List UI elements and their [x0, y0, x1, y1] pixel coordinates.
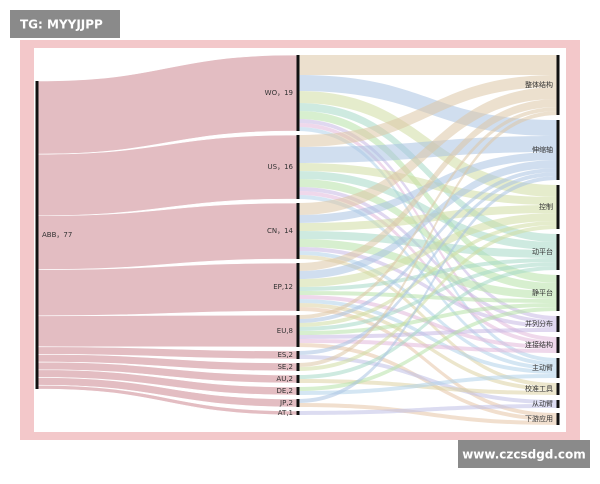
watermark-box	[458, 440, 590, 468]
nodes: ABB，77 WO，19 US，16 CN，14 EP,12 EU,8 ES,2 SE,2 AU…	[35, 55, 560, 425]
flow-link	[298, 87, 558, 215]
watermark-box	[10, 10, 120, 38]
middle-node	[296, 411, 300, 415]
flow-link	[298, 307, 558, 417]
flow-link	[298, 187, 558, 324]
target-label: 整体结构	[525, 80, 553, 89]
flow-link	[298, 103, 558, 242]
source-link	[36, 262, 299, 317]
target-label: 下游应用	[525, 414, 553, 423]
flow-link	[298, 107, 558, 319]
target-node	[556, 316, 560, 332]
middle-node	[296, 375, 300, 383]
source-node	[35, 81, 39, 389]
links	[36, 54, 558, 425]
middle-node	[296, 387, 300, 395]
target-label: 主动臂	[532, 363, 553, 372]
middle-node	[296, 135, 300, 199]
target-label: 伸缩轴	[532, 145, 553, 154]
target-label: 静平台	[532, 288, 553, 297]
middle-label: CN，14	[267, 227, 294, 235]
middle-label: EP,12	[273, 283, 293, 291]
middle-node	[296, 363, 300, 371]
flow-link	[298, 379, 558, 395]
target-label: 动平台	[532, 247, 553, 256]
flow-link	[298, 221, 558, 327]
flow-link	[298, 403, 558, 425]
middle-label: ES,2	[277, 351, 293, 359]
target-node	[556, 275, 560, 311]
flow-link	[298, 404, 558, 415]
source-label: ABB，77	[42, 231, 72, 239]
target-node	[556, 337, 560, 353]
flow-link	[298, 75, 558, 147]
middle-label: AT,1	[278, 409, 293, 417]
flow-link	[298, 171, 558, 250]
target-label: 从动臂	[532, 399, 553, 408]
flow-link	[298, 111, 558, 283]
watermark: www.czcsdgd.com	[462, 448, 586, 462]
flow-link	[298, 172, 558, 355]
middle-node	[296, 399, 300, 407]
target-node	[556, 400, 560, 408]
flow-link	[298, 355, 558, 404]
middle-label: WO，19	[265, 89, 293, 97]
source-link	[36, 314, 299, 348]
target-label: 校准工具	[525, 384, 553, 393]
target-node	[556, 120, 560, 180]
flow-link	[298, 303, 558, 335]
target-node	[556, 413, 560, 425]
flow-link	[298, 251, 558, 370]
flow-link	[298, 307, 558, 391]
middle-node	[296, 315, 300, 347]
target-node	[556, 55, 560, 115]
target-node	[556, 383, 560, 395]
middle-node	[296, 203, 300, 259]
flow-link	[298, 213, 558, 287]
target-label: 并列分布	[525, 319, 553, 328]
flow-link	[298, 299, 558, 374]
flow-link	[298, 239, 558, 299]
middle-label: DE,2	[277, 387, 294, 395]
flow-link	[298, 339, 558, 353]
target-node	[556, 234, 560, 270]
target-node	[556, 358, 560, 378]
flow-link	[298, 266, 558, 379]
flow-link	[298, 111, 558, 367]
target-node	[556, 185, 560, 229]
flow-link	[298, 99, 558, 271]
flow-link	[298, 55, 558, 75]
watermark: TG: MYYJJPP	[20, 18, 103, 32]
middle-node	[296, 263, 300, 311]
flow-link	[298, 328, 558, 339]
flow-link	[298, 225, 558, 371]
flow-link	[298, 179, 558, 291]
middle-label: US，16	[268, 163, 294, 171]
flow-link	[298, 176, 558, 403]
middle-label: EU,8	[277, 327, 293, 335]
middle-node	[296, 351, 300, 359]
target-label: 控制	[539, 202, 553, 211]
middle-node	[296, 55, 300, 131]
flow-link	[298, 168, 558, 323]
flow-link	[298, 343, 558, 421]
target-label: 连接结构	[525, 340, 553, 349]
flow-link	[298, 195, 558, 366]
middle-label: JP,2	[279, 399, 293, 407]
middle-label: SE,2	[277, 363, 293, 371]
flow-link	[298, 160, 558, 279]
middle-label: AU,2	[276, 375, 293, 383]
flow-link	[298, 374, 558, 395]
